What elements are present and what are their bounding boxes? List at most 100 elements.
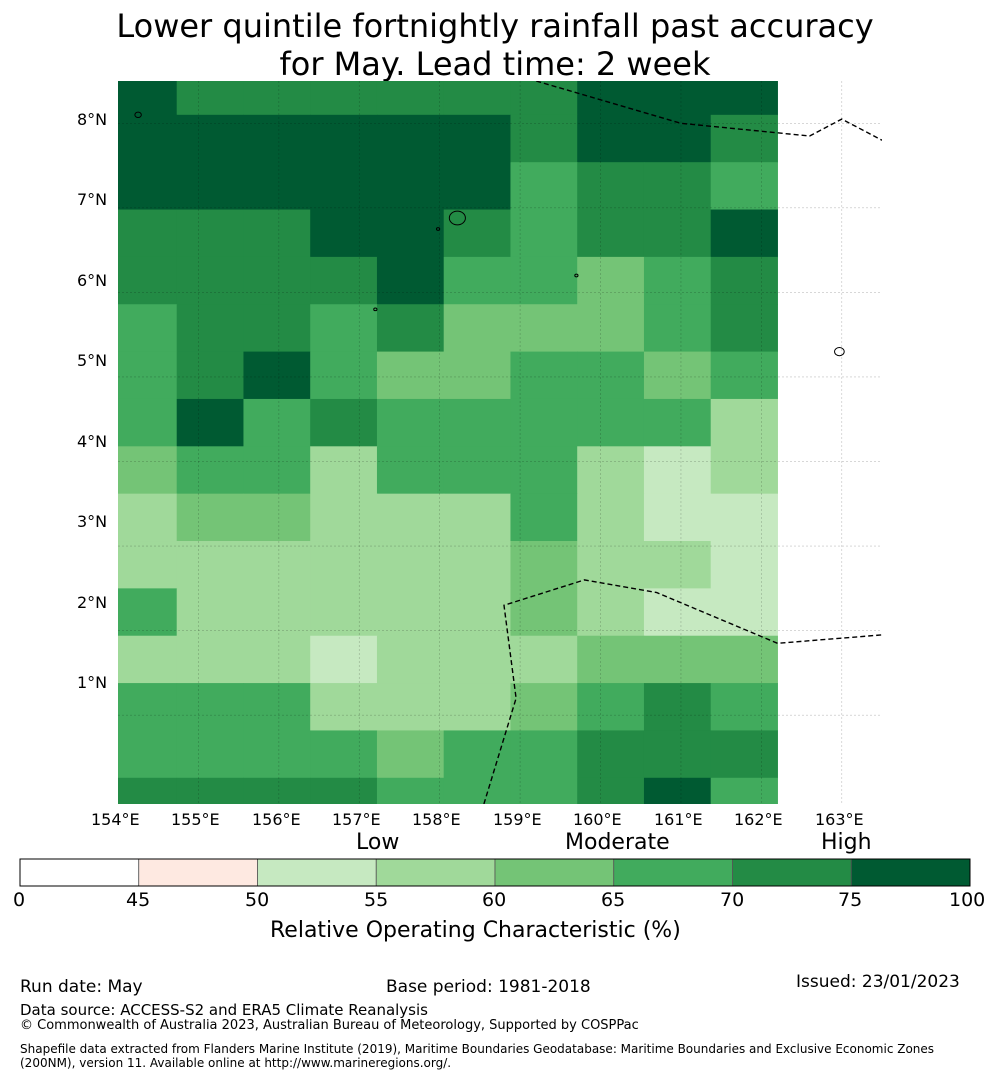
grid-cell-r13-c6 [510, 683, 578, 731]
grid-cell-r8-c7 [577, 446, 645, 495]
eez-boundaries [483, 81, 882, 804]
grid-cell-r6-c3 [310, 351, 378, 400]
lon-label-163e: 163°E [815, 810, 864, 829]
run-date: Run date: May [20, 977, 143, 997]
grid-cell-r5-c5 [443, 304, 511, 353]
lon-label-161e: 161°E [654, 810, 703, 829]
grid-cell-r15-c0 [118, 777, 178, 804]
grid-cell-r14-c8 [643, 730, 712, 779]
grid-cell-r12-c3 [310, 635, 378, 684]
map-title-line-2: for May. Lead time: 2 week [279, 45, 711, 83]
grid-cell-r2-c4 [376, 162, 445, 211]
grid-cell-r3-c9 [710, 209, 778, 258]
grid-cell-r7-c8 [643, 398, 712, 447]
grid-cell-r14-c3 [310, 730, 378, 779]
islands [134, 111, 845, 357]
grid-cell-r13-c0 [118, 683, 178, 731]
colorbar-tick-100: 100 [949, 889, 986, 911]
grid-cell-r15-c5 [443, 777, 511, 804]
colorbar-segment-0 [19, 858, 140, 887]
lat-label-2n: 2°N [77, 593, 108, 612]
grid-cell-r8-c2 [243, 446, 311, 495]
grid-cell-r13-c9 [710, 683, 778, 731]
grid-cell-r12-c6 [510, 635, 578, 684]
grid-cell-r10-c8 [643, 541, 712, 589]
island-pohnpei [448, 210, 466, 226]
grid-cell-r12-c4 [376, 635, 445, 684]
grid-cell-r10-c7 [577, 541, 645, 589]
grid-cell-r11-c0 [118, 588, 178, 637]
grid-cell-r14-c9 [710, 730, 778, 779]
lat-label-1n: 1°N [77, 673, 108, 692]
lat-label-4n: 4°N [77, 432, 108, 451]
colorbar-axis-label: Relative Operating Characteristic (%) [270, 918, 681, 943]
grid-cell-r7-c1 [176, 398, 244, 447]
grid-cell-r5-c2 [243, 304, 311, 353]
grid-cell-r9-c4 [376, 493, 445, 542]
grid-cell-r7-c3 [310, 398, 378, 447]
grid-cell-r3-c5 [443, 209, 511, 258]
grid-cell-r15-c2 [243, 777, 311, 804]
grid-cell-r13-c2 [243, 683, 311, 731]
grid-cell-r1-c3 [310, 114, 378, 163]
grid-cell-r6-c0 [118, 351, 178, 400]
colorbar-segment-7 [850, 858, 971, 887]
grid-cell-r3-c7 [577, 209, 645, 258]
grid-cell-r7-c0 [118, 398, 178, 447]
grid-cell-r9-c9 [710, 493, 778, 542]
colorbar-tick-60: 60 [482, 889, 507, 911]
grid-cell-r6-c7 [577, 351, 645, 400]
grid-cell-r2-c8 [643, 162, 712, 211]
grid-cell-r9-c1 [176, 493, 244, 542]
shapefile-credit-line-2: (200NM), version 11. Available online at… [20, 1056, 452, 1070]
grid-cell-r11-c6 [510, 588, 578, 637]
grid-cell-r2-c1 [176, 162, 244, 211]
colorbar-tick-75: 75 [838, 889, 863, 911]
grid-cell-r2-c9 [710, 162, 778, 211]
grid-cell-r15-c3 [310, 777, 378, 804]
base-period: Base period: 1981-2018 [386, 977, 591, 997]
colorbar [19, 858, 971, 887]
map-title-line-1: Lower quintile fortnightly rainfall past… [116, 7, 874, 45]
grid-cell-r8-c3 [310, 446, 378, 495]
grid-cell-r3-c3 [310, 209, 378, 258]
colorbar-tick-45: 45 [126, 889, 151, 911]
grid-cell-r15-c6 [510, 777, 578, 804]
grid-cell-r5-c3 [310, 304, 378, 353]
grid-cell-r10-c0 [118, 541, 178, 589]
grid-cell-r1-c5 [443, 114, 511, 163]
eez-boundary-1 [536, 81, 882, 141]
grid-cell-r10-c6 [510, 541, 578, 589]
grid-cell-r0-c2 [243, 81, 311, 116]
grid-cell-r5-c7 [577, 304, 645, 353]
grid-cell-r5-c1 [176, 304, 244, 353]
grid-cell-r0-c4 [376, 81, 445, 116]
grid-cell-r13-c7 [577, 683, 645, 731]
colorbar-tick-55: 55 [364, 889, 389, 911]
lon-label-159e: 159°E [493, 810, 542, 829]
grid-cell-r9-c8 [643, 493, 712, 542]
colorbar-tick-0: 0 [13, 889, 26, 911]
grid-cell-r4-c2 [243, 256, 311, 305]
grid-cell-r15-c9 [710, 777, 778, 804]
grid-cell-r3-c6 [510, 209, 578, 258]
grid-cell-r2-c6 [510, 162, 578, 211]
grid-cell-r4-c4 [376, 256, 445, 305]
grid-cell-r7-c2 [243, 398, 311, 447]
grid-cell-r6-c5 [443, 351, 511, 400]
grid-cell-r8-c8 [643, 446, 712, 495]
grid-cell-r0-c3 [310, 81, 378, 116]
lon-label-160e: 160°E [573, 810, 622, 829]
grid-cell-r5-c8 [643, 304, 712, 353]
grid-cell-r6-c8 [643, 351, 712, 400]
grid-cell-r0-c7 [577, 81, 645, 116]
graticule [118, 81, 882, 804]
grid-cell-r1-c9 [710, 114, 778, 163]
grid-cell-r3-c1 [176, 209, 244, 258]
grid-cell-r2-c2 [243, 162, 311, 211]
grid-cell-r1-c7 [577, 114, 645, 163]
grid-cell-r6-c9 [710, 351, 778, 400]
grid-cell-r0-c1 [176, 81, 244, 116]
grid-cell-r14-c1 [176, 730, 244, 779]
